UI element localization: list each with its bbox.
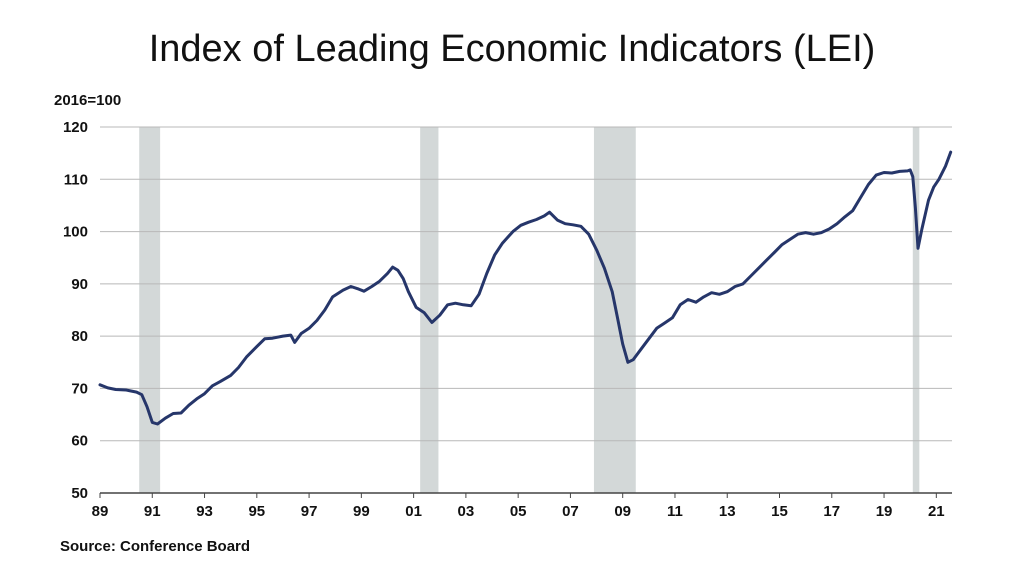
recession-band-0 bbox=[139, 127, 161, 493]
x-tick-label-19: 19 bbox=[876, 503, 893, 520]
gridlines bbox=[100, 126, 952, 494]
unit-label: 2016=100 bbox=[54, 92, 122, 109]
source-note: Source: Conference Board bbox=[60, 538, 251, 555]
recession-band-1 bbox=[420, 127, 439, 493]
y-tick-label-120: 120 bbox=[63, 119, 88, 136]
y-axis-ticks: 50 60 70 80 90 100 110 120 bbox=[63, 119, 88, 502]
y-tick-label-100: 100 bbox=[63, 224, 88, 241]
y-tick-label-110: 110 bbox=[64, 171, 88, 188]
x-tick-label-93: 93 bbox=[196, 503, 213, 520]
x-tick-label-05: 05 bbox=[510, 503, 527, 520]
x-tick-label-01: 01 bbox=[405, 503, 422, 520]
x-tick-label-07: 07 bbox=[562, 503, 579, 520]
chart-title: Index of Leading Economic Indicators (LE… bbox=[148, 28, 876, 70]
x-tick-label-17: 17 bbox=[823, 503, 840, 520]
series-line-0 bbox=[98, 150, 953, 426]
y-tick-label-70: 70 bbox=[71, 380, 88, 397]
x-tick-label-99: 99 bbox=[353, 503, 370, 520]
x-tick-label-15: 15 bbox=[771, 503, 788, 520]
x-tick-label-03: 03 bbox=[458, 503, 475, 520]
series-group bbox=[98, 150, 953, 426]
x-tick-label-09: 09 bbox=[614, 503, 631, 520]
x-tick-label-13: 13 bbox=[719, 503, 736, 520]
y-tick-label-80: 80 bbox=[71, 328, 88, 345]
y-tick-label-60: 60 bbox=[71, 433, 88, 450]
y-tick-label-90: 90 bbox=[71, 276, 88, 293]
x-tick-label-91: 91 bbox=[144, 503, 161, 520]
recession-band-3 bbox=[912, 127, 920, 493]
x-axis-ticks: 89 91 93 95 97 99 01 03 05 07 09 11 13 15 17 19 21 bbox=[92, 493, 945, 520]
x-tick-label-21: 21 bbox=[928, 503, 945, 520]
recession-bands bbox=[139, 127, 920, 493]
x-tick-label-97: 97 bbox=[301, 503, 318, 520]
x-tick-label-95: 95 bbox=[248, 503, 265, 520]
x-tick-label-89: 89 bbox=[92, 503, 109, 520]
y-tick-label-50: 50 bbox=[71, 485, 88, 502]
x-tick-label-11: 11 bbox=[667, 503, 683, 520]
